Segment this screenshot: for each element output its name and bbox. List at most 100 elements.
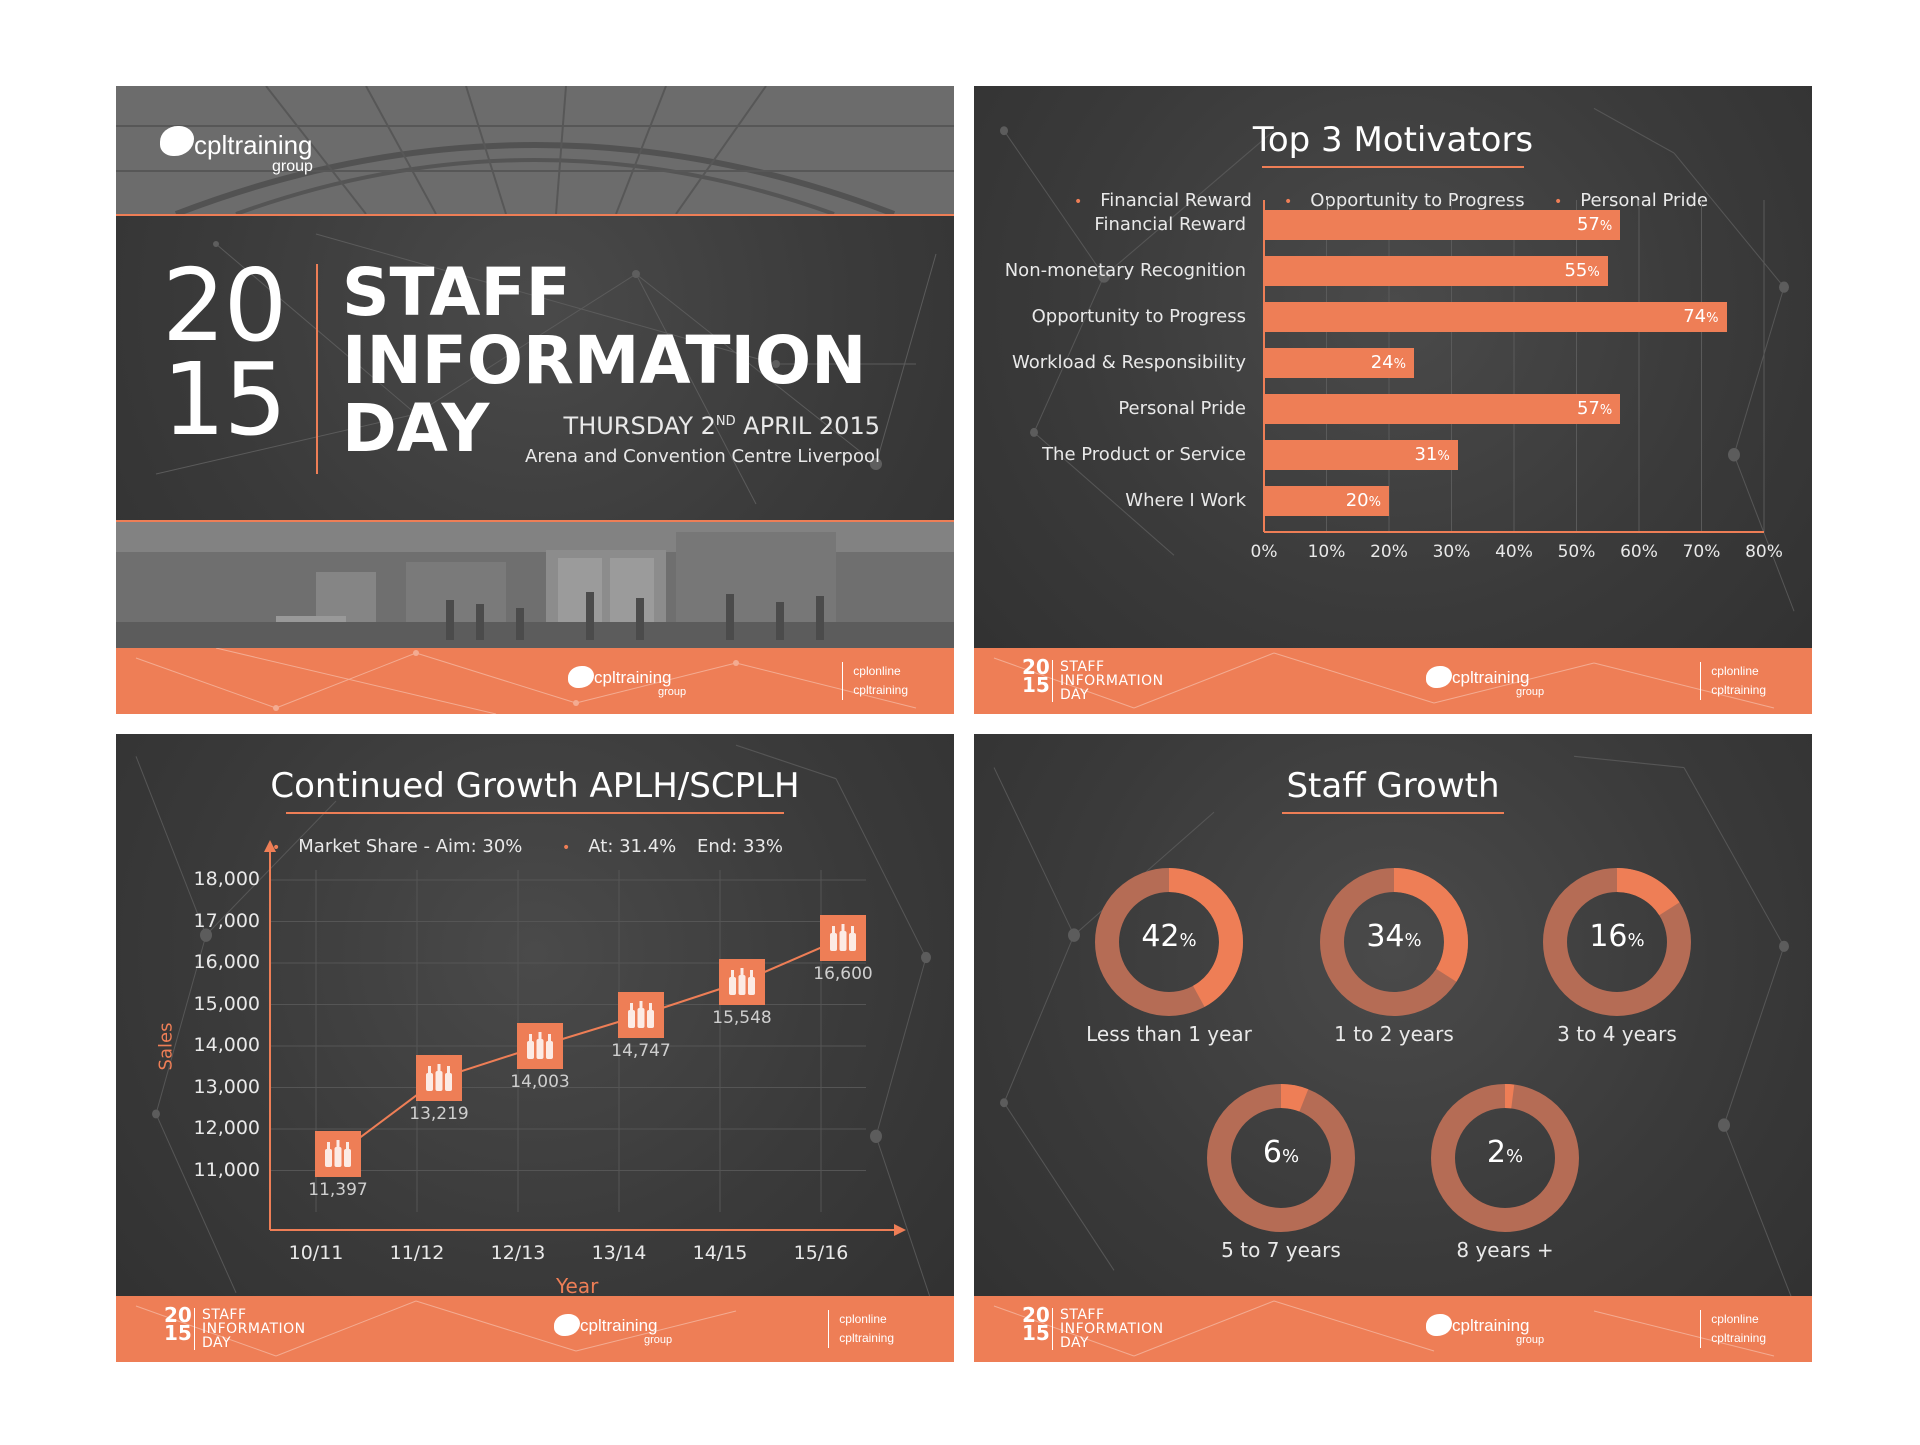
motivators-bar-chart: 0% 10% 20% 30% 40% 50% 60% 70% 80% Financial Rewa… xyxy=(974,86,1812,648)
footer-year-top: 20 xyxy=(1022,655,1050,679)
donut-slice xyxy=(1095,868,1243,1016)
footer-title-line-1: STAFF xyxy=(202,1307,247,1323)
x-tick-label: 11/12 xyxy=(389,1242,445,1264)
bar-value-label: 57% xyxy=(1576,214,1613,235)
data-point-marker xyxy=(517,1022,563,1069)
title-underline xyxy=(286,812,784,814)
x-axis-title: Year xyxy=(556,1274,599,1298)
footer-sub-brand-2: cpltraining xyxy=(1711,683,1766,697)
logo-mark xyxy=(554,1314,580,1336)
data-point-marker xyxy=(416,1055,462,1102)
venue-photo-bottom xyxy=(116,522,954,648)
event-venue: Arena and Convention Centre Liverpool xyxy=(525,446,880,467)
event-date-prefix: THURSDAY 2 xyxy=(563,412,716,440)
bar-value-label: 55% xyxy=(1564,260,1600,281)
year-bottom: 15 xyxy=(162,341,287,458)
slide-continued-growth: Continued Growth APLH/SCPLH • Market Shar… xyxy=(116,734,954,1362)
footer-sub-brands: cplonline cpltraining xyxy=(842,662,908,700)
x-tick-label: 0% xyxy=(1250,542,1278,562)
y-tick-label: 13,000 xyxy=(193,1075,260,1098)
data-point-marker xyxy=(618,991,664,1038)
y-tick-label: 11,000 xyxy=(193,1158,260,1181)
footer-logo-group: group xyxy=(1516,686,1545,698)
footer-year-bottom: 15 xyxy=(164,1321,192,1345)
bar: 57% xyxy=(1264,210,1621,240)
event-date: THURSDAY 2ND APRIL 2015 xyxy=(564,412,880,440)
event-title-line-1: STAFF xyxy=(342,254,571,331)
legend-item-3: End: 33% xyxy=(697,836,783,857)
bar: 31% xyxy=(1264,440,1458,470)
title-underline xyxy=(1262,166,1524,168)
event-date-rest: APRIL 2015 xyxy=(735,412,880,440)
bar: 55% xyxy=(1264,256,1608,286)
band-top-line xyxy=(116,214,954,216)
x-tick-label: 50% xyxy=(1557,542,1596,562)
bottle-icon xyxy=(426,1064,452,1092)
donut-category-label: Less than 1 year xyxy=(1086,1022,1252,1046)
donut-chart: 16% xyxy=(1542,867,1692,1017)
footer-title-line-2: INFORMATION xyxy=(1060,673,1164,689)
footer-sub-brands: cplonline cpltraining xyxy=(828,1310,894,1348)
bottle-icon xyxy=(729,967,755,995)
data-value-label: 13,219 xyxy=(409,1104,469,1125)
donut-chart: 34% xyxy=(1319,867,1469,1017)
footer-year-bottom: 15 xyxy=(1022,1321,1050,1345)
title-band: 20 15 STAFF INFORMATION DAY THURSDAY 2ND… xyxy=(116,214,954,522)
slide-title: Top 3 Motivators xyxy=(1252,120,1534,160)
staff-growth-donut-charts: 42% Less than 1 year 34% 1 to 2 years 16% 3 t… xyxy=(974,734,1812,1296)
donut-value-label: 34% xyxy=(1366,919,1422,954)
event-date-suffix-ordinal: ND xyxy=(715,414,736,429)
x-axis-arrow xyxy=(894,1224,906,1236)
x-tick-label: 30% xyxy=(1432,542,1471,562)
bar-value-label: 24% xyxy=(1370,352,1406,373)
footer-title-line-2: INFORMATION xyxy=(1060,1321,1164,1337)
donut-slice xyxy=(1431,1084,1579,1232)
bottle-icon xyxy=(325,1140,351,1168)
footer-divider xyxy=(194,1308,195,1350)
bottle-icon xyxy=(628,1000,654,1028)
x-tick-label: 14/15 xyxy=(692,1242,748,1264)
slide-footer: 20 15 STAFF INFORMATION DAY cpltraining … xyxy=(974,1296,1812,1362)
legend-label-1: Market Share - Aim: 30% xyxy=(298,836,523,857)
donut-category-label: 3 to 4 years xyxy=(1557,1022,1677,1046)
footer-logo-group: group xyxy=(1516,1334,1545,1346)
footer-year-top: 20 xyxy=(1022,1303,1050,1327)
bar-category-label: Non-monetary Recognition xyxy=(1004,260,1246,281)
x-tick-label: 13/14 xyxy=(591,1242,647,1264)
footer-sub-brand-1: cplonline xyxy=(853,664,901,678)
donut-slice xyxy=(1207,1084,1355,1232)
x-tick-label: 20% xyxy=(1370,542,1408,562)
footer-logo: cpltraining group xyxy=(554,1310,782,1350)
footer-year-top: 20 xyxy=(164,1303,192,1327)
logo-mark xyxy=(1426,1314,1452,1336)
donut-slice xyxy=(1543,868,1691,1016)
donut-category-label: 1 to 2 years xyxy=(1334,1022,1454,1046)
data-value-label: 16,600 xyxy=(813,964,873,985)
slide-staff-growth: Staff Growth 42% Less than 1 year 34% 1 to … xyxy=(974,734,1812,1362)
footer-sub-brand-1: cplonline xyxy=(1711,1312,1759,1326)
donut-slice xyxy=(1320,868,1468,1016)
donut-ring xyxy=(1207,1084,1355,1232)
data-value-label: 14,003 xyxy=(510,1071,570,1092)
bar-value-label: 57% xyxy=(1576,398,1613,419)
bar-category-label: The Product or Service xyxy=(1042,444,1246,465)
slide-title: Staff Growth xyxy=(1286,766,1500,806)
footer-logo-name: cpltraining xyxy=(1452,1316,1530,1335)
slide-footer: cpltraining group cplonline cpltraining xyxy=(116,648,954,714)
bottle-icon xyxy=(830,924,856,952)
donut-chart: 42% xyxy=(1094,867,1244,1017)
venue-photo-top: cpltraining group xyxy=(116,86,954,214)
slide-top-motivators: Top 3 Motivators • Financial Reward • Oppo… xyxy=(974,86,1812,714)
data-point-marker xyxy=(719,958,765,1005)
y-tick-label: 14,000 xyxy=(193,1034,260,1056)
footer-logo-group: group xyxy=(658,686,687,698)
data-value-label: 14,747 xyxy=(611,1040,671,1061)
bar-category-label: Where I Work xyxy=(1125,490,1246,511)
footer-divider xyxy=(1052,660,1053,702)
x-tick-label: 15/16 xyxy=(793,1242,849,1264)
event-title-line-2: INFORMATION xyxy=(342,322,867,399)
bar: 74% xyxy=(1264,302,1727,332)
footer-title: STAFF INFORMATION DAY xyxy=(1060,660,1164,702)
y-tick-label: 15,000 xyxy=(193,992,260,1015)
footer-title-line-2: INFORMATION xyxy=(202,1321,306,1337)
